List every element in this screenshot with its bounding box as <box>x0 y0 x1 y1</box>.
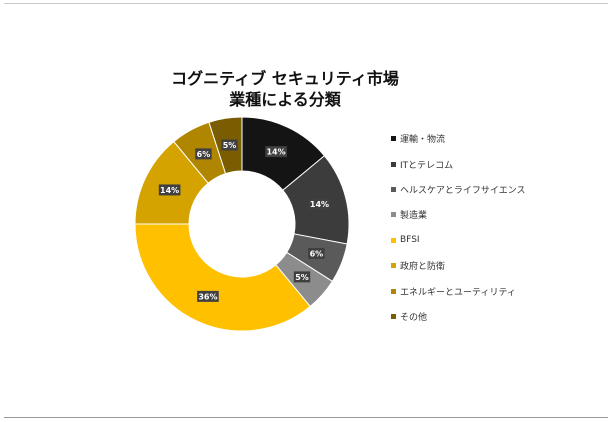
legend-item: 製造業 <box>391 202 526 227</box>
legend-label: BFSI <box>400 235 420 246</box>
svg-text:14%: 14% <box>310 200 329 209</box>
legend-label: ヘルスケアとライフサイエンス <box>400 185 526 196</box>
data-label: 14% <box>308 198 331 210</box>
data-label: 5% <box>221 139 238 151</box>
legend-item: 運輸・物流 <box>391 126 526 151</box>
legend-item: 政府と防衛 <box>391 253 526 278</box>
legend-item: BFSI <box>391 228 526 253</box>
legend-swatch <box>391 288 396 294</box>
legend-item: その他 <box>391 304 526 329</box>
data-label: 14% <box>265 146 287 158</box>
legend-label: ITとテレコム <box>400 160 454 171</box>
legend-label: 製造業 <box>400 211 428 222</box>
svg-text:5%: 5% <box>223 141 237 150</box>
svg-text:5%: 5% <box>295 273 309 282</box>
svg-text:36%: 36% <box>198 292 217 301</box>
legend-item: ヘルスケアとライフサイエンス <box>391 177 526 202</box>
chart-title: コグニティブ セキュリティ市場 業種による分類 <box>130 68 440 110</box>
legend-swatch <box>391 136 396 142</box>
svg-text:6%: 6% <box>310 249 324 258</box>
legend-swatch <box>391 313 396 319</box>
data-label: 6% <box>195 148 212 160</box>
legend-swatch <box>391 237 396 243</box>
legend-item: ITとテレコム <box>391 151 526 176</box>
data-label: 5% <box>293 271 311 283</box>
chart-title-line-1: コグニティブ セキュリティ市場 <box>171 69 399 88</box>
legend-swatch <box>391 186 396 192</box>
legend-swatch <box>391 263 396 269</box>
data-label: 14% <box>158 184 181 196</box>
legend-label: 政府と防衛 <box>400 262 446 273</box>
data-label: 6% <box>308 247 325 259</box>
bottom-divider <box>4 417 608 418</box>
donut-slice <box>134 223 311 332</box>
chart-title-line-2: 業種による分類 <box>229 90 341 109</box>
legend-item: エネルギーとユーティリティ <box>391 278 526 303</box>
svg-text:14%: 14% <box>266 148 285 157</box>
top-divider <box>4 3 608 4</box>
chart-legend: 運輸・物流 ITとテレコムヘルスケアとライフサイエンス 製造業 BFSI 政府と防衛エネ… <box>391 126 526 329</box>
legend-swatch <box>391 161 396 167</box>
legend-label: その他 <box>400 312 428 323</box>
data-label: 36% <box>197 290 219 302</box>
legend-label: エネルギーとユーティリティ <box>400 287 516 298</box>
svg-text:6%: 6% <box>197 150 211 159</box>
svg-text:14%: 14% <box>160 186 179 195</box>
legend-label: 運輸・物流 <box>400 135 446 146</box>
legend-swatch <box>391 212 396 218</box>
